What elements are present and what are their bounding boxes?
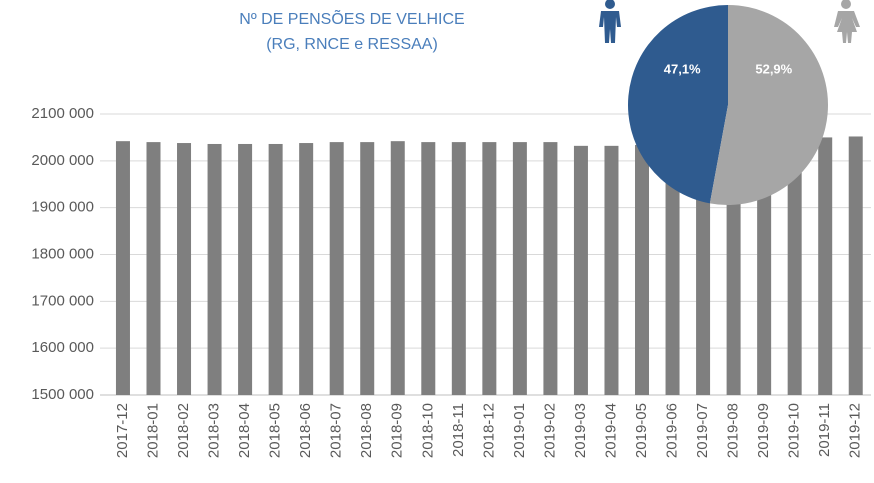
- x-tick-label: 2019-06: [664, 403, 681, 458]
- bar: [573, 145, 588, 395]
- bar: [451, 142, 466, 395]
- bar: [177, 143, 192, 395]
- x-tick-label: 2018-01: [144, 403, 161, 458]
- bar: [848, 136, 863, 396]
- bar: [604, 145, 619, 395]
- y-tick-label: 2000 000: [31, 152, 94, 169]
- x-tick-label: 2018-07: [328, 403, 345, 458]
- x-tick-label: 2019-03: [572, 403, 589, 458]
- bar: [665, 141, 680, 395]
- bar: [512, 142, 527, 395]
- bar: [115, 141, 130, 395]
- x-tick-label: 2019-07: [694, 403, 711, 458]
- y-tick-label: 1500 000: [31, 386, 94, 403]
- bar: [635, 144, 650, 395]
- bar: [421, 142, 436, 395]
- x-tick-label: 2019-04: [602, 403, 619, 458]
- x-tick-label: 2018-02: [175, 403, 192, 458]
- x-tick-label: 2018-05: [267, 403, 284, 458]
- bar: [268, 143, 283, 395]
- x-tick-label: 2019-05: [633, 403, 650, 458]
- bar: [360, 142, 375, 395]
- x-tick-label: 2019-01: [511, 403, 528, 458]
- bar: [818, 137, 833, 395]
- bar: [299, 143, 314, 395]
- x-tick-label: 2019-10: [786, 403, 803, 458]
- x-tick-label: 2018-08: [358, 403, 375, 458]
- y-tick-label: 1900 000: [31, 199, 94, 216]
- bar: [390, 141, 405, 395]
- x-tick-label: 2019-08: [725, 403, 742, 458]
- bar: [146, 142, 161, 395]
- y-tick-label: 2100 000: [31, 105, 94, 122]
- x-tick-label: 2019-02: [541, 403, 558, 458]
- x-tick-label: 2018-10: [419, 403, 436, 458]
- bar: [757, 140, 772, 395]
- y-tick-label: 1800 000: [31, 245, 94, 262]
- x-tick-label: 2018-03: [206, 403, 223, 458]
- x-tick-label: 2018-11: [450, 403, 467, 457]
- bar: [238, 143, 253, 395]
- bar: [787, 138, 802, 395]
- bar: [482, 142, 497, 395]
- x-tick-label: 2018-04: [236, 403, 253, 458]
- bar: [696, 141, 711, 395]
- x-tick-label: 2018-06: [297, 403, 314, 458]
- y-tick-label: 1600 000: [31, 339, 94, 356]
- x-tick-label: 2018-09: [389, 403, 406, 458]
- y-tick-label: 1700 000: [31, 292, 94, 309]
- x-tick-label: 2019-09: [755, 403, 772, 458]
- pie-label: 47,1%: [664, 61, 701, 76]
- x-tick-label: 2018-12: [480, 403, 497, 458]
- female-icon: [834, 0, 860, 43]
- male-icon: [599, 0, 621, 43]
- bar: [543, 142, 558, 395]
- chart-subtitle: (RG, RNCE e RESSAA): [266, 36, 438, 53]
- x-tick-label: 2017-12: [114, 403, 131, 458]
- pie-slice: [628, 5, 728, 204]
- bar: [329, 142, 344, 395]
- x-tick-label: 2019-12: [847, 403, 864, 458]
- chart-title: Nº DE PENSÕES DE VELHICE: [239, 8, 464, 28]
- bar: [207, 143, 222, 395]
- pie-slice: [709, 5, 829, 205]
- x-tick-label: 2019-11: [816, 403, 833, 457]
- pie-label: 52,9%: [755, 61, 792, 76]
